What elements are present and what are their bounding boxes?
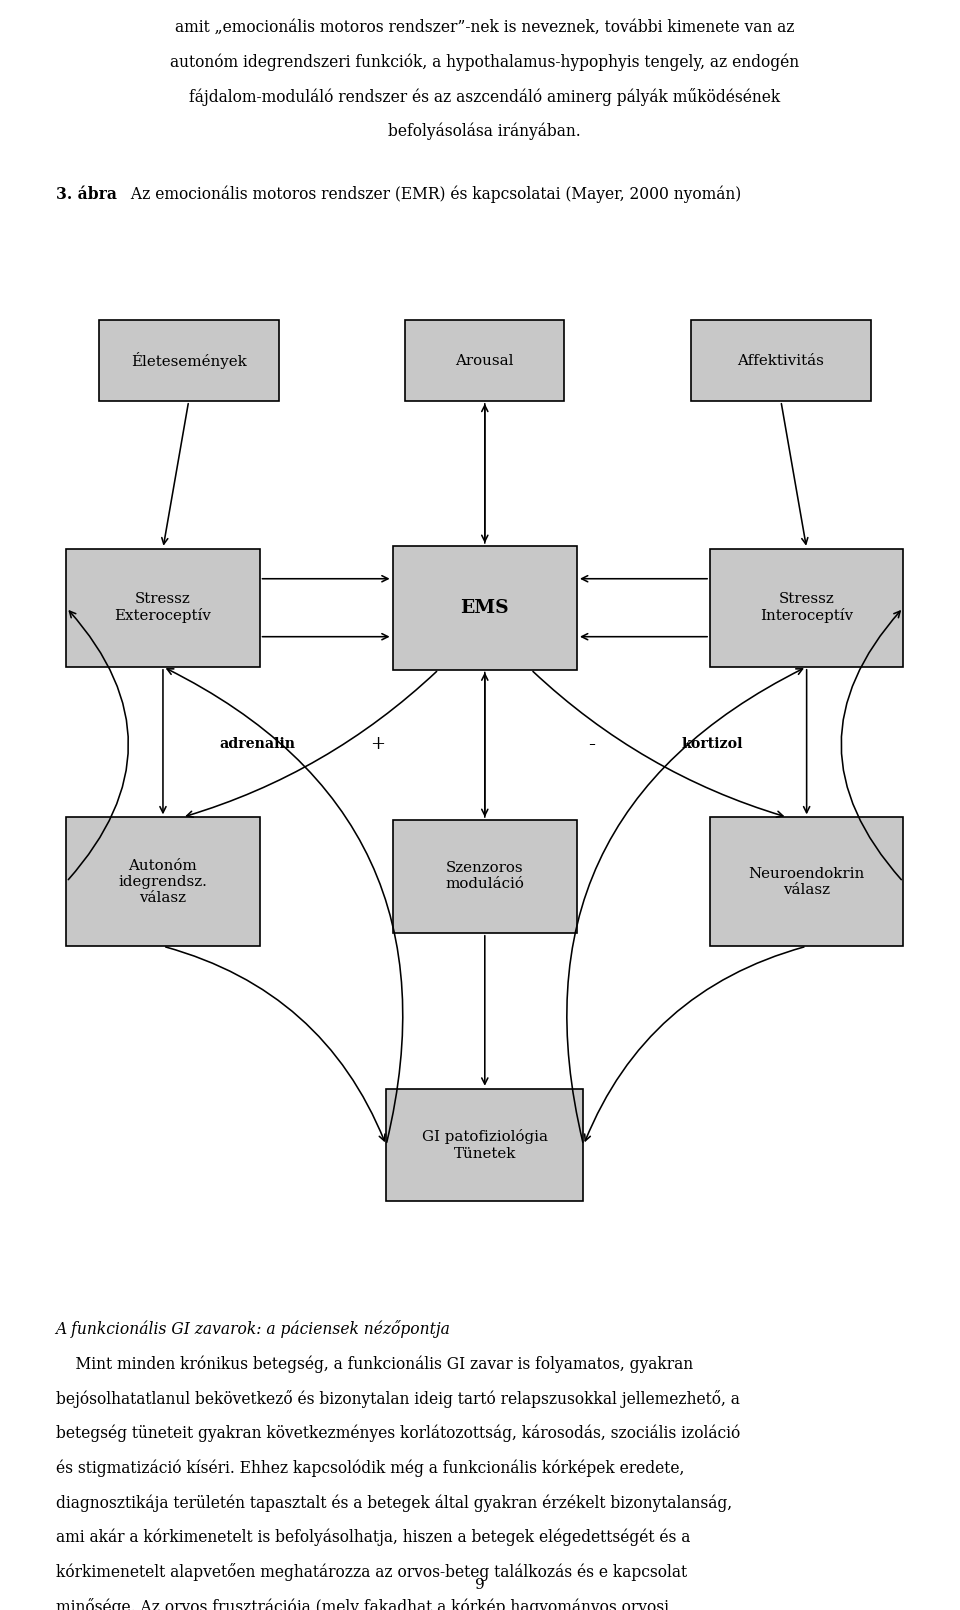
Text: A funkcionális GI zavarok: a páciensek nézőpontja: A funkcionális GI zavarok: a páciensek n… — [56, 1320, 450, 1338]
FancyBboxPatch shape — [405, 320, 564, 401]
Text: kortizol: kortizol — [682, 737, 743, 752]
Text: kórkimenetelt alapvetően meghatározza az orvos-beteg találkozás és e kapcsolat: kórkimenetelt alapvetően meghatározza az… — [56, 1563, 686, 1581]
Text: ami akár a kórkimenetelt is befolyásolhatja, hiszen a betegek elégedettségét és : ami akár a kórkimenetelt is befolyásolha… — [56, 1530, 690, 1546]
Text: diagnosztikája területén tapasztalt és a betegek által gyakran érzékelt bizonyta: diagnosztikája területén tapasztalt és a… — [56, 1494, 732, 1512]
FancyBboxPatch shape — [393, 819, 577, 932]
Text: Arousal: Arousal — [456, 354, 514, 367]
Text: autonóm idegrendszeri funkciók, a hypothalamus-hypophyis tengely, az endogén: autonóm idegrendszeri funkciók, a hypoth… — [170, 53, 800, 71]
FancyBboxPatch shape — [386, 1088, 584, 1201]
Text: Affektivitás: Affektivitás — [737, 354, 825, 367]
Text: bejósolhatatlanul bekövetkező és bizonytalan ideig tartó relapszusokkal jellemez: bejósolhatatlanul bekövetkező és bizonyt… — [56, 1389, 739, 1409]
Text: 3. ábra: 3. ábra — [56, 185, 117, 203]
Text: Autonóm
idegrendsz.
válasz: Autonóm idegrendsz. válasz — [118, 858, 207, 905]
FancyBboxPatch shape — [99, 320, 278, 401]
Text: amit „emocionális motoros rendszer”-nek is neveznek, további kimenete van az: amit „emocionális motoros rendszer”-nek … — [175, 18, 795, 35]
Text: fájdalom-moduláló rendszer és az aszcendáló aminerg pályák működésének: fájdalom-moduláló rendszer és az aszcend… — [189, 87, 780, 106]
Text: minősége. Az orvos frusztrációja (mely fakadhat a kórkép hagyományos orvosi: minősége. Az orvos frusztrációja (mely f… — [56, 1597, 669, 1610]
Text: Stressz
Interoceptív: Stressz Interoceptív — [760, 592, 853, 623]
Text: Szenzoros
moduláció: Szenzoros moduláció — [445, 861, 524, 892]
Text: 9: 9 — [475, 1578, 485, 1592]
Text: +: + — [370, 736, 385, 753]
Text: GI patofiziológia
Tünetek: GI patofiziológia Tünetek — [421, 1130, 548, 1161]
Text: Stressz
Exteroceptív: Stressz Exteroceptív — [114, 592, 211, 623]
Text: Életesemények: Életesemények — [131, 353, 247, 369]
FancyBboxPatch shape — [691, 320, 871, 401]
FancyBboxPatch shape — [710, 818, 903, 947]
Text: betegség tüneteit gyakran következményes korlátozottság, károsodás, szociális iz: betegség tüneteit gyakran következményes… — [56, 1425, 740, 1443]
Text: és stigmatizáció kíséri. Ehhez kapcsolódik még a funkcionális kórképek eredete,: és stigmatizáció kíséri. Ehhez kapcsolód… — [56, 1459, 684, 1476]
FancyBboxPatch shape — [393, 546, 577, 670]
Text: Mint minden krónikus betegség, a funkcionális GI zavar is folyamatos, gyakran: Mint minden krónikus betegség, a funkcio… — [56, 1356, 693, 1373]
Text: adrenalin: adrenalin — [220, 737, 296, 752]
Text: Neuroendokrin
válasz: Neuroendokrin válasz — [749, 866, 865, 897]
FancyBboxPatch shape — [66, 549, 259, 667]
Text: Az emocionális motoros rendszer (EMR) és kapcsolatai (Mayer, 2000 nyomán): Az emocionális motoros rendszer (EMR) és… — [126, 185, 741, 203]
Text: -: - — [588, 734, 595, 753]
Text: befolyásolása irányában.: befolyásolása irányában. — [389, 122, 581, 140]
FancyBboxPatch shape — [66, 818, 259, 947]
FancyBboxPatch shape — [710, 549, 903, 667]
Text: EMS: EMS — [461, 599, 509, 617]
